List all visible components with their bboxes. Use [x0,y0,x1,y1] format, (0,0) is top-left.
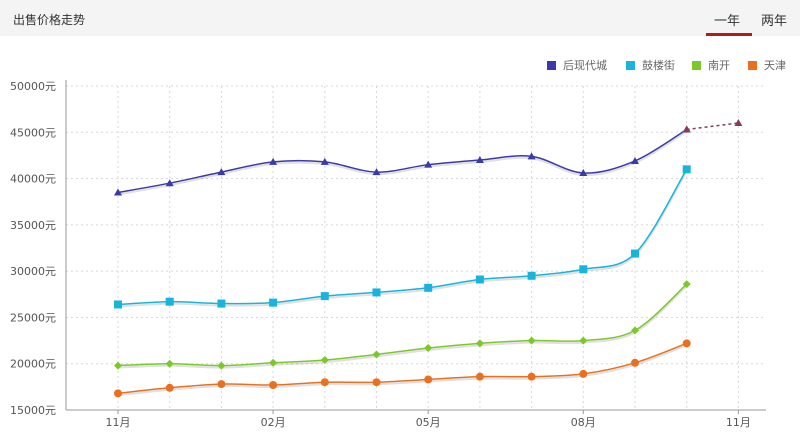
x-tick-label: 02月 [261,416,286,429]
data-point [579,369,588,378]
y-tick-label: 40000元 [10,173,56,186]
legend-label: 南开 [708,59,730,72]
forecast-point [734,119,743,127]
tab-two-years[interactable]: 两年 [761,14,788,29]
series-line-1 [117,128,688,194]
legend-item-tianjin[interactable]: 天津 [748,57,786,73]
data-point [217,380,226,389]
y-tick-label: 30000元 [10,265,56,278]
data-point [114,188,122,196]
y-tick-label: 25000元 [10,311,56,324]
data-point [320,157,329,165]
legend-swatch [748,61,757,70]
legend-item-houxiandaicheng[interactable]: 后现代城 [547,57,607,73]
active-tab-indicator [706,33,752,36]
data-point [527,152,536,160]
data-point [217,299,226,308]
data-point [165,359,174,368]
forecast-line [686,122,739,131]
data-point [320,292,329,301]
data-point [372,378,381,387]
data-point [424,283,433,292]
data-point [217,361,226,370]
series-shadow [117,170,688,308]
legend-label: 鼓楼街 [642,59,675,72]
legend-label: 天津 [764,59,786,72]
legend-item-gulou[interactable]: 鼓楼街 [626,57,675,73]
series-shadow [117,130,688,196]
data-point [114,389,122,398]
data-point [372,168,381,176]
data-point [217,168,226,176]
chart-header: 出售价格走势 一年 两年 [0,0,800,36]
data-point [165,179,174,187]
data-point [682,280,691,289]
legend-swatch [547,61,556,70]
series-shadow [117,285,688,369]
data-point [372,288,381,297]
y-tick-label: 45000元 [10,126,56,139]
x-tick-label: 05月 [416,416,441,429]
x-tick-label: 08月 [571,416,596,429]
data-point [165,383,174,392]
data-point [631,156,639,164]
y-tick-label: 15000元 [10,404,56,417]
data-point [475,156,484,164]
y-tick-label: 20000元 [10,358,56,371]
series-line-2 [117,168,688,306]
data-point [269,157,278,165]
data-point [165,297,174,306]
data-point [475,339,484,348]
page-title: 出售价格走势 [13,13,86,27]
data-point [579,169,588,177]
x-tick-label: 11月 [726,416,751,429]
forecast-start-point [682,125,691,133]
x-tick-label: 11月 [106,416,131,429]
data-point [631,358,639,367]
data-point [631,249,639,258]
data-point [269,298,278,307]
data-point [269,358,278,367]
data-point [475,372,484,381]
legend-label: 后现代城 [563,59,607,72]
data-point [682,165,691,174]
data-point [114,361,122,370]
data-point [579,336,588,345]
tab-one-year[interactable]: 一年 [714,14,741,29]
data-point [372,350,381,359]
y-tick-label: 50000元 [10,80,56,93]
legend-item-nankai[interactable]: 南开 [692,57,730,73]
data-point [579,265,588,274]
data-point [475,275,484,284]
data-point [527,336,536,345]
data-point [320,378,329,387]
data-point [527,372,536,381]
data-point [114,300,122,309]
y-tick-label: 35000元 [10,219,56,232]
data-point [269,381,278,390]
legend-swatch [626,61,635,70]
data-point [424,160,433,168]
data-point [682,339,691,348]
data-point [527,271,536,280]
data-point [320,356,329,365]
legend-swatch [692,61,701,70]
series-line-4 [117,342,687,395]
data-point [424,375,433,384]
data-point [631,326,639,335]
data-point [424,343,433,352]
series-shadow [117,344,688,397]
